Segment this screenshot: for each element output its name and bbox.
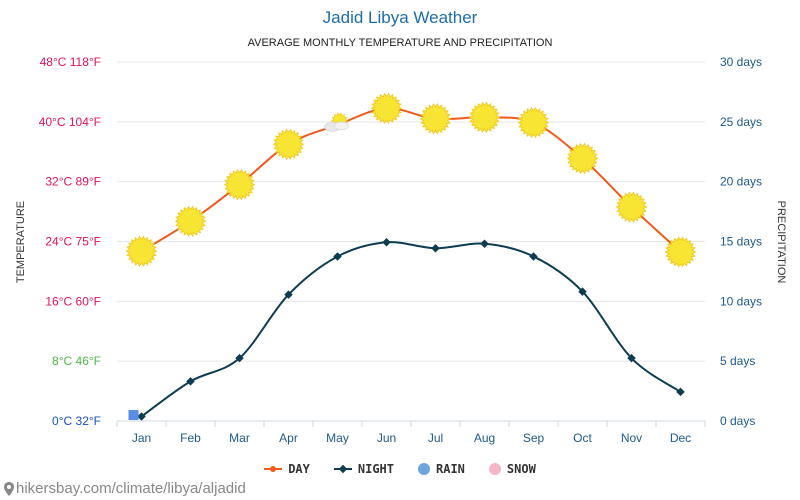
night-marker bbox=[382, 238, 391, 247]
sun-icon bbox=[566, 142, 599, 175]
night-marker bbox=[529, 252, 538, 261]
x-tick-label: Jan bbox=[132, 431, 151, 445]
x-tick-label: Oct bbox=[573, 431, 592, 445]
y-axis-right: 0 days 5 days 10 days 15 days 20 days 25 days… bbox=[720, 55, 762, 428]
series-layer bbox=[140, 107, 682, 418]
partly-cloudy-icon bbox=[324, 112, 349, 132]
sun-icon bbox=[419, 103, 452, 135]
chart-title: Jadid Libya Weather bbox=[323, 8, 478, 27]
x-tick-label: Jul bbox=[428, 431, 443, 445]
legend-item-day[interactable]: DAY bbox=[264, 462, 310, 476]
cloud-part bbox=[334, 121, 349, 131]
night-marker bbox=[578, 287, 587, 296]
y-tick-label-left: 48°C 118°F bbox=[40, 55, 101, 69]
day-line-icon bbox=[264, 464, 283, 474]
y-axis-left: 0°C 32°F 8°C 46°F 16°C 60°F 24°C 75°F 32°C 8… bbox=[39, 55, 101, 428]
sun-icon bbox=[517, 106, 550, 139]
sun-icon bbox=[615, 191, 648, 223]
y-tick-label-right: 0 days bbox=[720, 414, 755, 428]
source-text: hikersbay.com/climate/libya/aljadid bbox=[16, 480, 246, 497]
y-tick-label-left: 40°C 104°F bbox=[39, 115, 101, 129]
sun-icon bbox=[664, 236, 697, 268]
y-tick-label-right: 10 days bbox=[720, 294, 762, 308]
legend: DAY NIGHT RAIN SNOW bbox=[0, 462, 800, 476]
legend-item-rain[interactable]: RAIN bbox=[418, 462, 465, 476]
day-series-line bbox=[140, 107, 682, 253]
y-tick-label-left: 32°C 89°F bbox=[45, 175, 101, 189]
night-marker bbox=[627, 353, 636, 363]
marker-layer bbox=[125, 92, 697, 421]
legend-label-night: NIGHT bbox=[357, 462, 394, 476]
night-marker bbox=[480, 239, 489, 248]
map-pin-icon bbox=[4, 481, 14, 496]
legend-label-day: DAY bbox=[288, 462, 310, 476]
x-tick-label: Dec bbox=[670, 431, 691, 445]
y-tick-label-right: 15 days bbox=[720, 235, 762, 249]
rain-dot-icon bbox=[418, 463, 430, 475]
y-tick-label-left: 24°C 75°F bbox=[45, 235, 101, 249]
legend-label-snow: SNOW bbox=[506, 462, 536, 476]
legend-item-night[interactable]: NIGHT bbox=[333, 462, 394, 476]
y-axis-right-label: PRECIPITATION bbox=[775, 201, 787, 284]
sun-icon bbox=[125, 235, 158, 267]
source-link[interactable]: hikersbay.com/climate/libya/aljadid bbox=[4, 480, 246, 497]
night-marker bbox=[235, 353, 244, 363]
y-tick-label-right: 5 days bbox=[720, 354, 755, 368]
y-tick-label-left: 8°C 46°F bbox=[52, 354, 101, 368]
x-tick-label: Feb bbox=[180, 431, 201, 445]
rain-marker bbox=[128, 410, 139, 421]
sun-icon bbox=[370, 92, 403, 125]
y-tick-label-right: 20 days bbox=[720, 175, 762, 189]
x-tick-label: Nov bbox=[621, 431, 642, 445]
legend-item-snow[interactable]: SNOW bbox=[488, 462, 536, 476]
sun-icon bbox=[174, 205, 207, 237]
sun-icon bbox=[272, 128, 305, 160]
night-marker bbox=[676, 387, 685, 397]
x-tick-label: May bbox=[326, 431, 349, 445]
night-line-icon bbox=[333, 464, 352, 474]
x-tick-label: Aug bbox=[474, 431, 495, 445]
x-axis: Jan Feb Mar Apr May Jun Jul Aug Sep Oct Nov Dec bbox=[116, 420, 706, 445]
sun-icon bbox=[468, 101, 501, 134]
night-marker bbox=[431, 243, 440, 253]
x-tick-label: Jun bbox=[377, 431, 396, 445]
x-tick-label: Sep bbox=[523, 431, 545, 445]
sun-icon bbox=[223, 168, 256, 201]
weather-chart: Jadid Libya Weather AVERAGE MONTHLY TEMP… bbox=[15, 8, 787, 445]
night-series-line bbox=[140, 241, 682, 418]
night-marker bbox=[137, 412, 146, 421]
y-tick-label-right: 25 days bbox=[720, 115, 762, 129]
x-tick-label: Mar bbox=[229, 431, 250, 445]
night-marker bbox=[186, 377, 195, 386]
x-tick-label: Apr bbox=[279, 431, 298, 445]
legend-label-rain: RAIN bbox=[436, 462, 465, 476]
y-tick-label-left: 0°C 32°F bbox=[52, 414, 101, 428]
y-axis-left-label: TEMPERATURE bbox=[15, 201, 27, 283]
grid-lines bbox=[117, 61, 705, 422]
snow-dot-icon bbox=[488, 463, 501, 475]
chart-subtitle: AVERAGE MONTHLY TEMPERATURE AND PRECIPIT… bbox=[248, 37, 553, 49]
night-marker bbox=[284, 290, 293, 299]
night-marker bbox=[333, 252, 342, 261]
y-tick-label-left: 16°C 60°F bbox=[45, 294, 101, 308]
y-tick-label-right: 30 days bbox=[720, 55, 762, 69]
